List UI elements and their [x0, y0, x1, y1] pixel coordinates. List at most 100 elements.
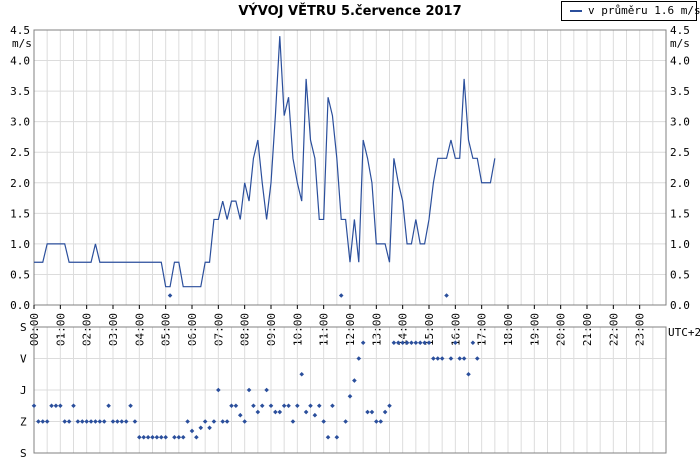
direction-point	[137, 434, 142, 440]
direction-point	[101, 419, 107, 424]
direction-point	[422, 340, 427, 346]
direction-point	[325, 434, 331, 440]
direction-point	[167, 293, 173, 298]
direction-point	[128, 403, 133, 409]
y-tick-label-right: 3.5	[670, 85, 690, 98]
y-tick-label-left: 1.5	[10, 207, 30, 220]
direction-point	[158, 434, 164, 440]
direction-point	[404, 340, 410, 346]
direction-point	[374, 419, 379, 424]
direction-point	[316, 403, 322, 409]
legend-label: v průměru 1.6 m/s	[588, 4, 700, 17]
y-axis-unit-right: m/s	[670, 37, 690, 50]
direction-point	[150, 434, 155, 440]
direction-point	[49, 403, 54, 409]
direction-point	[216, 387, 221, 393]
direction-point	[176, 434, 182, 440]
y-tick-label-left: 2.5	[10, 146, 30, 159]
y-tick-label-left: 4.5	[10, 24, 30, 37]
direction-point	[106, 403, 111, 409]
direction-point	[273, 409, 278, 415]
direction-point	[53, 403, 59, 409]
direction-tick-label: S	[20, 447, 27, 460]
direction-point	[457, 356, 463, 361]
direction-point	[145, 434, 151, 440]
direction-point	[453, 340, 458, 346]
direction-tick-label: J	[20, 384, 27, 397]
direction-point	[295, 403, 300, 409]
y-tick-label-left: 0.0	[10, 299, 30, 312]
direction-point	[97, 419, 103, 424]
direction-point	[71, 403, 76, 409]
x-tick-label: 01:00	[54, 313, 67, 346]
direction-point	[321, 419, 326, 424]
direction-point	[207, 425, 212, 431]
direction-point	[470, 340, 476, 346]
direction-point	[110, 419, 116, 424]
direction-point	[466, 371, 471, 377]
y-tick-label-left: 1.0	[10, 238, 30, 251]
direction-point	[303, 409, 309, 415]
direction-point	[255, 409, 261, 415]
direction-point	[435, 356, 441, 361]
direction-point	[185, 419, 190, 424]
direction-point	[40, 419, 46, 424]
direction-point	[277, 409, 283, 415]
direction-point	[31, 403, 37, 409]
direction-point	[461, 356, 467, 361]
y-tick-label-left: 3.5	[10, 85, 30, 98]
direction-point	[251, 403, 256, 409]
direction-point	[365, 409, 370, 415]
direction-point	[360, 340, 366, 346]
direction-point	[123, 419, 129, 424]
direction-point	[330, 403, 335, 409]
direction-tick-label: Z	[20, 416, 27, 429]
direction-point	[180, 434, 186, 440]
y-tick-label-left: 3.0	[10, 116, 30, 129]
direction-point	[356, 356, 362, 361]
direction-point	[246, 387, 252, 393]
direction-point	[268, 403, 274, 409]
y-tick-label-right: 0.0	[670, 299, 690, 312]
direction-point	[444, 293, 449, 298]
direction-point	[290, 419, 296, 424]
direction-point	[141, 434, 147, 440]
direction-point	[264, 387, 269, 393]
direction-point	[395, 340, 401, 346]
direction-point	[417, 340, 423, 346]
y-tick-label-right: 3.0	[670, 116, 690, 129]
direction-point	[58, 403, 63, 409]
direction-point	[119, 419, 125, 424]
direction-point	[163, 434, 168, 440]
direction-point	[259, 403, 265, 409]
direction-point	[132, 419, 138, 424]
direction-point	[347, 394, 353, 399]
direction-point	[115, 419, 120, 424]
direction-point	[237, 412, 243, 418]
direction-point	[88, 419, 94, 424]
x-axis-timezone-label: UTC+2	[668, 326, 700, 339]
direction-point	[382, 409, 388, 415]
direction-point	[387, 403, 392, 409]
legend: v průměru 1.6 m/s	[561, 1, 700, 21]
y-tick-label-right: 1.0	[670, 238, 690, 251]
direction-point	[224, 419, 230, 424]
direction-point	[343, 419, 348, 424]
direction-point	[281, 403, 287, 409]
direction-point	[474, 356, 480, 361]
direction-point	[198, 425, 204, 431]
direction-point	[189, 428, 195, 434]
direction-point	[79, 419, 85, 424]
y-tick-label-right: 4.0	[670, 55, 690, 68]
direction-point	[413, 340, 419, 346]
direction-point	[448, 356, 454, 361]
direction-point	[400, 340, 405, 346]
y-tick-label-left: 4.0	[10, 55, 30, 68]
direction-point	[352, 378, 357, 383]
direction-point	[229, 403, 234, 409]
direction-point	[369, 409, 375, 415]
y-tick-label-left: 0.5	[10, 268, 30, 281]
direction-point	[338, 293, 344, 298]
direction-point	[36, 419, 41, 424]
direction-point	[312, 412, 318, 418]
